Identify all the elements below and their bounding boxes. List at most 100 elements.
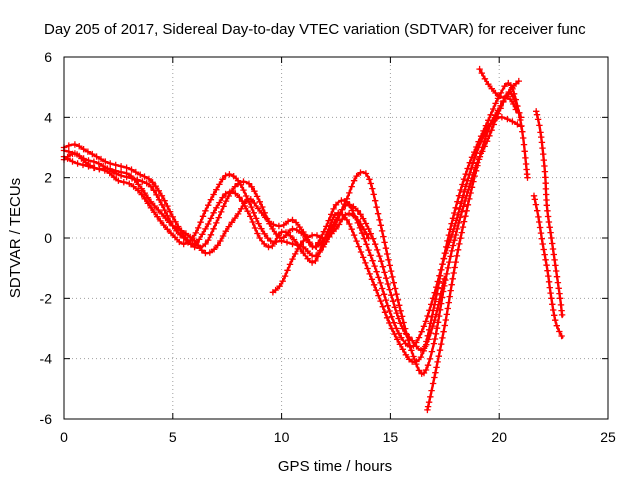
data-point-marker (345, 210, 353, 217)
data-point-marker (552, 262, 559, 269)
data-point-marker (452, 231, 459, 239)
data-point-marker (454, 246, 462, 253)
data-point-marker (553, 273, 561, 280)
data-point-marker (542, 174, 549, 181)
data-point-marker (548, 234, 555, 242)
data-point-marker (184, 239, 192, 246)
data-point-marker (346, 220, 353, 228)
data-point-marker (501, 94, 509, 101)
data-point-marker (458, 208, 466, 215)
data-point-marker (251, 199, 258, 207)
data-point-marker (254, 205, 262, 212)
data-point-marker (443, 243, 450, 251)
data-point-marker (343, 195, 351, 202)
series-track-5 (269, 210, 372, 296)
data-point-marker (517, 114, 525, 121)
data-point-marker (202, 225, 209, 233)
data-point-marker (464, 165, 471, 172)
data-point-marker (384, 250, 391, 258)
data-point-marker (510, 100, 517, 108)
data-point-marker (522, 160, 530, 168)
data-point-marker (424, 312, 431, 320)
data-point-marker (207, 196, 215, 203)
data-point-marker (530, 192, 538, 199)
data-point-marker (394, 336, 401, 343)
data-point-marker (393, 309, 400, 317)
data-point-marker (189, 241, 196, 248)
data-point-marker (531, 196, 538, 203)
data-point-marker (364, 265, 371, 272)
data-point-marker (350, 231, 358, 239)
data-point-marker (538, 133, 545, 141)
data-point-marker (415, 367, 423, 374)
data-point-marker (423, 341, 430, 348)
data-point-marker (443, 270, 450, 278)
data-point-marker (399, 325, 406, 332)
y-axis-label: SDTVAR / TECUs (7, 178, 24, 298)
data-point-marker (432, 369, 439, 376)
data-point-marker (328, 230, 335, 237)
data-point-marker (452, 258, 459, 266)
y-tick-label: -2 (40, 290, 53, 306)
data-point-marker (339, 206, 346, 213)
data-point-marker (380, 291, 388, 298)
data-point-marker (551, 256, 558, 264)
data-point-marker (258, 225, 265, 232)
data-point-marker (441, 275, 448, 282)
data-point-marker (410, 353, 417, 360)
data-point-marker (150, 209, 158, 216)
data-point-marker (353, 237, 360, 245)
data-point-marker (538, 139, 546, 146)
data-point-marker (396, 341, 404, 348)
data-point-marker (462, 170, 469, 178)
data-point-marker (196, 236, 203, 243)
data-point-marker (422, 318, 429, 325)
data-point-marker (120, 179, 127, 186)
data-point-marker (376, 216, 383, 224)
data-point-marker (522, 154, 529, 162)
data-point-marker (534, 116, 542, 123)
data-point-marker (228, 219, 236, 226)
data-point-marker (556, 295, 564, 302)
data-point-marker (180, 234, 187, 242)
data-point-marker (516, 109, 523, 116)
data-point-marker (74, 160, 81, 167)
data-point-marker (388, 313, 395, 320)
data-point-marker (238, 205, 245, 212)
data-point-marker (376, 252, 383, 260)
data-point-marker (375, 292, 382, 299)
data-point-marker (256, 234, 263, 242)
data-point-marker (439, 285, 446, 292)
data-point-marker (294, 245, 302, 253)
data-point-marker (357, 169, 364, 176)
data-point-marker (280, 234, 287, 241)
data-point-marker (373, 268, 380, 275)
data-point-marker (429, 322, 436, 330)
data-point-marker (382, 296, 390, 304)
data-point-marker (466, 159, 473, 166)
data-point-marker (438, 266, 445, 274)
data-point-marker (545, 272, 552, 280)
data-point-marker (455, 192, 463, 199)
y-tick-label: -4 (40, 351, 53, 367)
data-point-marker (474, 162, 481, 169)
data-point-marker (312, 257, 319, 265)
data-point-marker (290, 236, 298, 243)
data-point-marker (466, 195, 473, 203)
data-point-marker (313, 243, 320, 251)
data-point-marker (332, 201, 340, 208)
data-point-marker (415, 334, 423, 341)
data-point-marker (255, 220, 262, 227)
data-point-marker (222, 228, 229, 235)
data-point-marker (545, 278, 553, 285)
data-point-marker (389, 273, 396, 281)
data-point-marker (437, 291, 444, 299)
data-point-marker (138, 185, 145, 192)
data-point-marker (180, 240, 187, 248)
data-point-marker (161, 206, 168, 214)
series-track-8 (533, 108, 566, 319)
data-point-marker (222, 190, 229, 198)
data-point-marker (439, 260, 446, 268)
data-point-marker (394, 296, 402, 303)
data-point-marker (519, 128, 526, 135)
